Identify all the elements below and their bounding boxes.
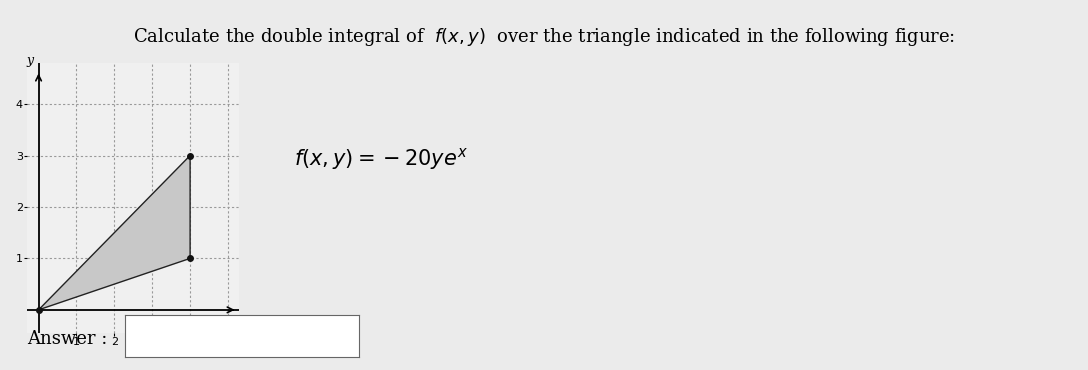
- Text: Answer :: Answer :: [27, 330, 108, 347]
- Text: $f(x, y) = -20ye^x$: $f(x, y) = -20ye^x$: [294, 146, 468, 172]
- Text: x: x: [232, 326, 239, 339]
- Text: Calculate the double integral of  $f(x, y)$  over the triangle indicated in the : Calculate the double integral of $f(x, y…: [133, 26, 955, 48]
- Text: y: y: [27, 54, 34, 67]
- Polygon shape: [38, 155, 190, 310]
